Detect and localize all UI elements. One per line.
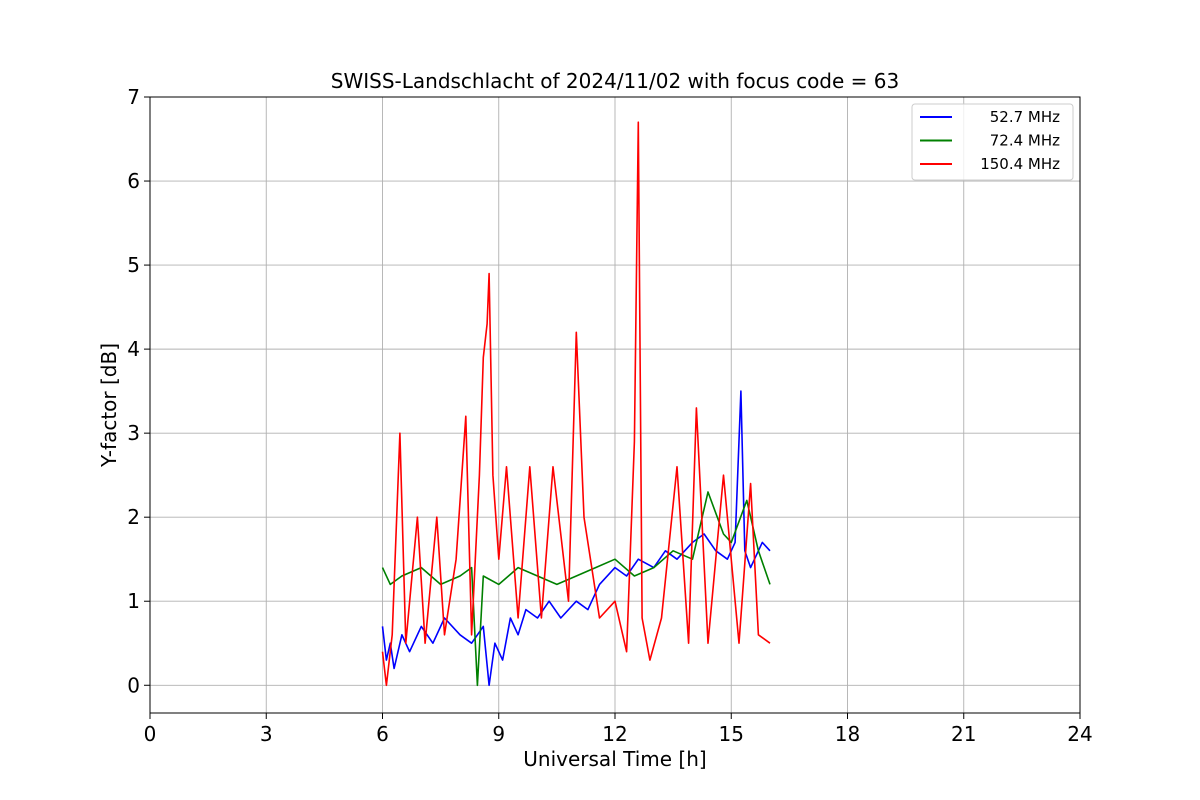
x-tick-label: 24 [1067,722,1092,746]
y-tick-label: 0 [127,673,140,697]
y-tick-label: 5 [127,253,140,277]
x-tick-label: 6 [376,722,389,746]
y-tick-label: 1 [127,589,140,613]
grid [149,96,1081,713]
y-tick-label: 6 [127,169,140,193]
series-line-0 [381,390,771,687]
legend-box [911,103,1074,181]
y-tick-label: 4 [127,337,140,361]
series-line-2 [381,121,771,687]
x-tick-label: 15 [719,722,744,746]
x-axis-label: Universal Time [h] [523,747,706,771]
x-tick-label: 3 [260,722,273,746]
x-tick-label: 9 [492,722,505,746]
legend: 52.7 MHz 72.4 MHz 150.4 MHz [911,103,1074,181]
series-layer [381,121,771,687]
legend-label: 150.4 MHz [980,155,1060,173]
x-tick-label: 0 [144,722,157,746]
y-tick-label: 7 [127,85,140,109]
series-line-1 [381,491,771,687]
x-tick-label: 18 [835,722,860,746]
y-tick-label: 3 [127,421,140,445]
y-tick-label: 2 [127,505,140,529]
y-axis-label: Y-factor [dB] [97,343,121,468]
legend-label: 52.7 MHz [990,108,1060,126]
chart-title: SWISS-Landschlacht of 2024/11/02 with fo… [331,69,899,93]
x-tick-label: 21 [951,722,976,746]
x-tick-label: 12 [602,722,627,746]
legend-label: 72.4 MHz [990,132,1060,150]
